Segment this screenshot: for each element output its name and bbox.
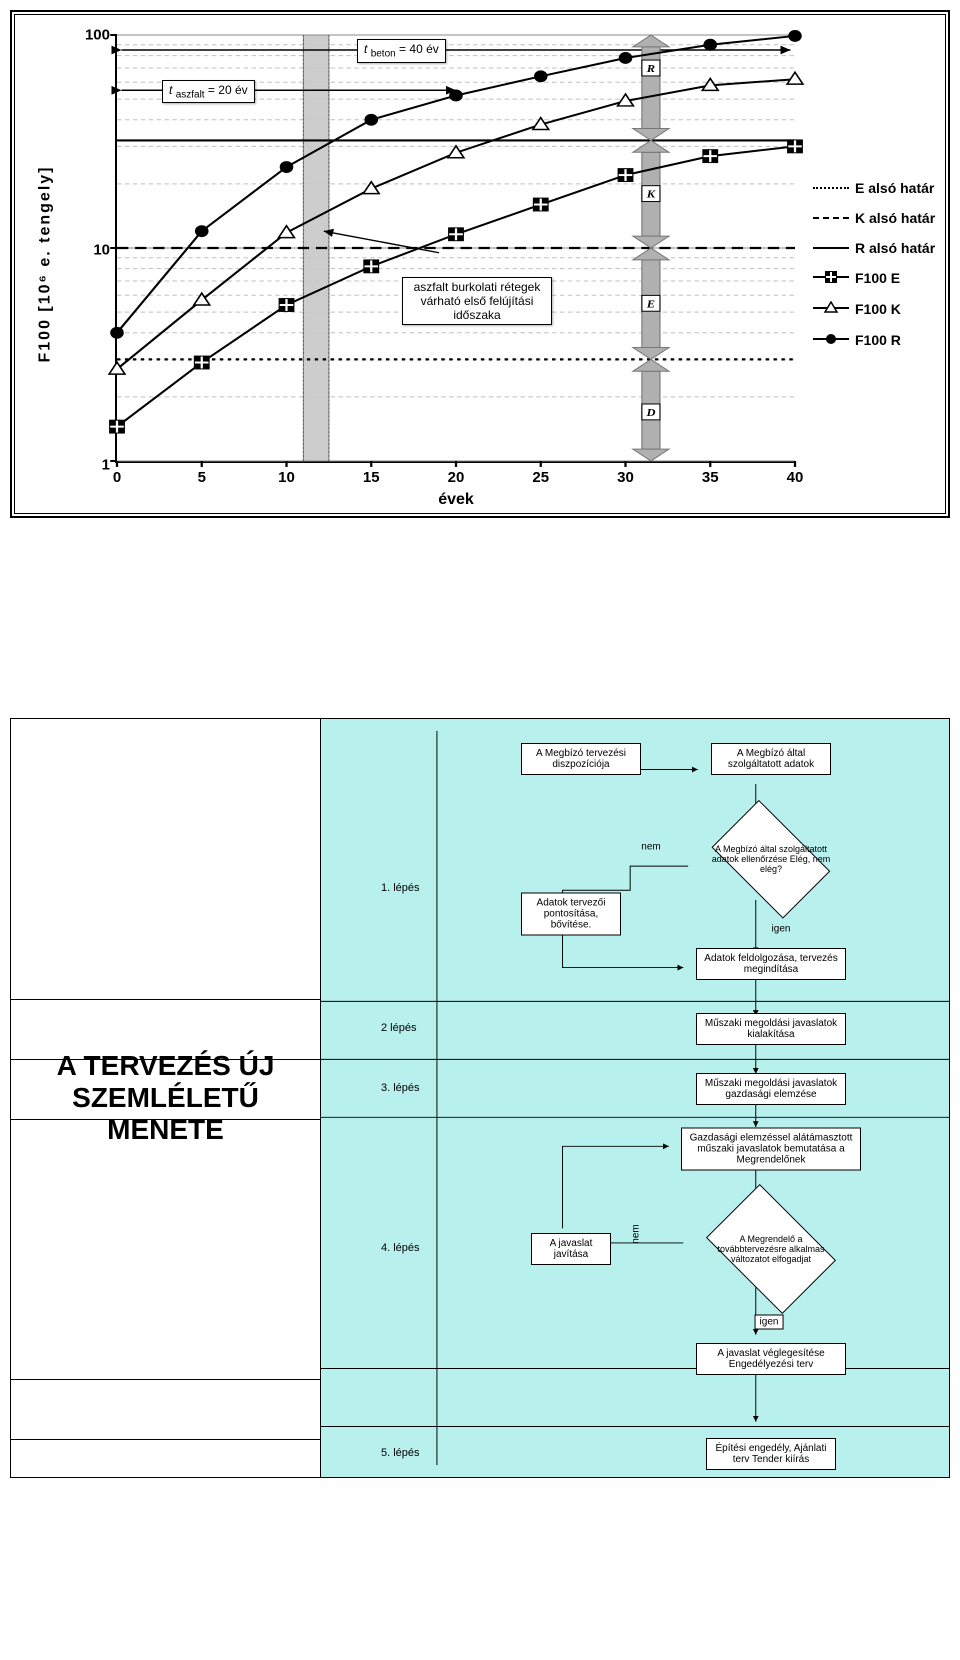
flowchart-title: A TERVEZÉS ÚJ SZEMLÉLETŰ MENETE	[11, 1050, 320, 1146]
y-axis-label: F100 [10⁶ e. tengely]	[36, 166, 54, 363]
svg-text:E: E	[646, 298, 656, 310]
flow-label-igen2: igen	[755, 1315, 784, 1330]
flow-label-nem1: nem	[641, 842, 660, 853]
x-tick: 25	[532, 469, 549, 486]
flow-box-permit: Építési engedély, Ajánlati terv Tender k…	[706, 1438, 836, 1470]
flow-box-tech: Műszaki megoldási javaslatok kialakítása	[696, 1013, 846, 1045]
flowchart-title-panel: A TERVEZÉS ÚJ SZEMLÉLETŰ MENETE	[11, 719, 321, 1477]
y-tick: 1	[102, 457, 110, 474]
flow-divider	[11, 999, 320, 1000]
flowchart-frame: A TERVEZÉS ÚJ SZEMLÉLETŰ MENETE 1. lépés…	[10, 718, 950, 1478]
legend: E alsó határ K alsó határ R alsó határ F100…	[805, 15, 945, 513]
x-tick: 10	[278, 469, 295, 486]
flow-divider	[11, 1059, 320, 1060]
x-tick: 20	[448, 469, 465, 486]
legend-label: F100 K	[855, 301, 901, 317]
legend-item: R alsó határ	[813, 240, 945, 256]
flow-box-disp: A Megbízó tervezési diszpozíciója	[521, 743, 641, 775]
chart-inner-frame: F100 [10⁶ e. tengely] 1 10 100 R K E D évek 0…	[14, 14, 946, 514]
flowchart-canvas: 1. lépés 2 lépés 3. lépés 4. lépés 5. lépés A…	[321, 719, 949, 1477]
step-label: 1. lépés	[381, 882, 420, 894]
step-label: 5. lépés	[381, 1447, 420, 1459]
flow-box-present: Gazdasági elemzéssel alátámasztott műsza…	[681, 1128, 861, 1171]
flow-box-finalize: A javaslat véglegesítése Engedélyezési t…	[696, 1343, 846, 1375]
anno-t-beton: t beton = 40 év	[357, 39, 446, 62]
step-label: 4. lépés	[381, 1242, 420, 1254]
flow-box-client: A Megbízó által szolgáltatott adatok	[711, 743, 831, 775]
flow-divider	[11, 1119, 320, 1120]
flow-box-refine: Adatok tervezői pontosítása, bővítése.	[521, 893, 621, 936]
flow-divider	[11, 1439, 320, 1440]
legend-item: F100 K	[813, 301, 945, 318]
flow-box-econ: Műszaki megoldási javaslatok gazdasági e…	[696, 1073, 846, 1105]
x-axis-label: évek	[438, 491, 474, 509]
y-tick: 100	[85, 27, 110, 44]
svg-text:D: D	[645, 407, 656, 419]
flow-box-process: Adatok feldolgozása, tervezés megindítás…	[696, 948, 846, 980]
legend-label: K alsó határ	[855, 210, 935, 226]
svg-text:R: R	[646, 63, 656, 75]
flow-decision-accept: A Megrendelő a továbbtervezésre alkalmas…	[696, 1209, 846, 1289]
legend-item: F100 E	[813, 270, 945, 287]
y-axis-label-region: F100 [10⁶ e. tengely]	[15, 15, 75, 513]
flowchart-svg	[321, 719, 949, 1477]
x-tick: 30	[617, 469, 634, 486]
x-tick: 35	[702, 469, 719, 486]
x-tick: 0	[113, 469, 121, 486]
flow-label-igen1: igen	[772, 924, 791, 935]
legend-label: R alsó határ	[855, 240, 935, 256]
x-tick: 15	[363, 469, 380, 486]
flow-divider	[11, 1379, 320, 1380]
flow-box-fix: A javaslat javítása	[531, 1233, 611, 1265]
svg-text:K: K	[646, 188, 657, 200]
legend-item: F100 R	[813, 332, 945, 349]
step-label: 3. lépés	[381, 1082, 420, 1094]
legend-label: E alsó határ	[855, 180, 934, 196]
y-tick: 10	[93, 242, 110, 259]
flow-label-nem2: nem	[631, 1224, 642, 1243]
chart-outer-frame: F100 [10⁶ e. tengely] 1 10 100 R K E D évek 0…	[10, 10, 950, 518]
flow-decision-check: A Megbízó által szolgáltatott adatok ell…	[701, 824, 841, 894]
x-tick: 40	[787, 469, 804, 486]
step-label: 2 lépés	[381, 1022, 416, 1034]
anno-t-aszfalt: t aszfalt = 20 év	[162, 80, 255, 103]
legend-item: E alsó határ	[813, 180, 945, 196]
anno-renovation: aszfalt burkolati rétegek várható első f…	[402, 277, 552, 325]
x-tick: 5	[198, 469, 206, 486]
legend-label: F100 R	[855, 332, 901, 348]
legend-label: F100 E	[855, 270, 900, 286]
y-ticks: 1 10 100	[75, 15, 115, 513]
legend-item: K alsó határ	[813, 210, 945, 226]
plot-area: RKED évek 0510152025303540t aszfalt = 20…	[115, 35, 795, 463]
